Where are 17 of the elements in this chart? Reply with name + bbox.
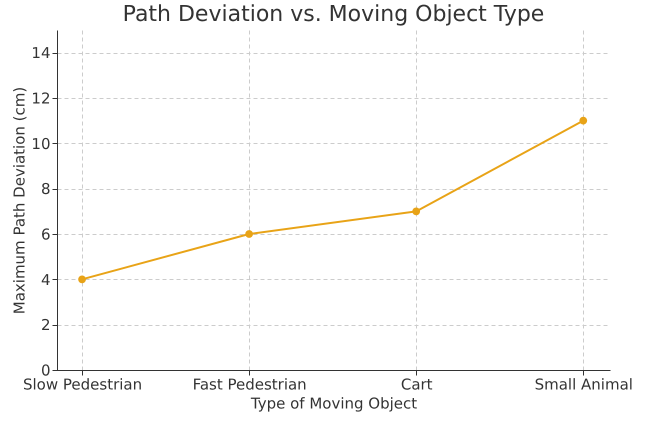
y-tick-label: 4 [40,270,50,289]
point [412,207,420,216]
point [245,230,254,238]
x-tick-label: Fast Pedestrian [192,376,307,394]
y-tick-label: 2 [40,316,50,334]
y-tick-label: 12 [31,90,50,108]
y-tick-label: 8 [40,180,50,198]
point [78,275,86,284]
y-tick-label: 14 [31,44,50,62]
y-tick-label: 6 [40,226,50,244]
x-tick-label: Small Animal [534,376,633,394]
x-axis-title: Type of Moving Object [250,394,418,412]
y-axis-title: Maximum Path Deviation (cm) [10,86,28,314]
chart-title: Path Deviation vs. Moving Object Type [122,2,544,27]
y-tick-label: 10 [31,134,50,153]
x-tick-label: Cart [400,376,433,394]
point [579,116,588,125]
